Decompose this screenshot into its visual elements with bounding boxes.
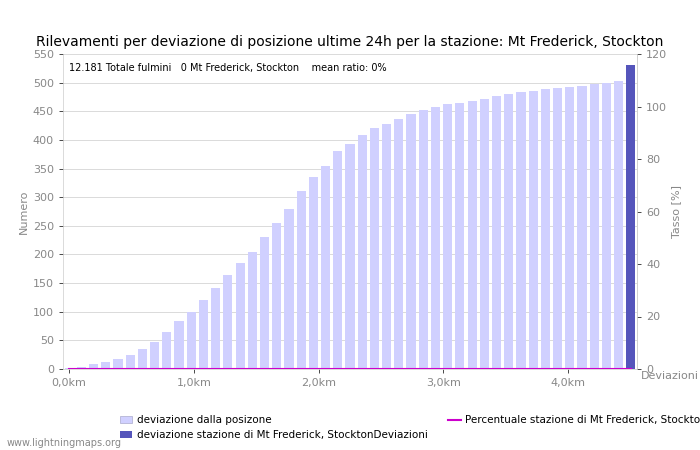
Bar: [345, 144, 355, 369]
Bar: [272, 223, 281, 369]
Bar: [419, 109, 428, 369]
Bar: [113, 359, 122, 369]
Bar: [138, 349, 147, 369]
Bar: [211, 288, 220, 369]
Bar: [174, 321, 183, 369]
Bar: [102, 361, 111, 369]
Bar: [455, 103, 465, 369]
Bar: [504, 94, 513, 369]
Bar: [321, 166, 330, 369]
Bar: [77, 367, 86, 369]
Bar: [333, 151, 342, 369]
Text: Deviazioni: Deviazioni: [640, 371, 699, 381]
Bar: [89, 364, 98, 369]
Bar: [468, 101, 477, 369]
Bar: [407, 114, 416, 369]
Bar: [492, 96, 501, 369]
Text: www.lightningmaps.org: www.lightningmaps.org: [7, 438, 122, 448]
Bar: [553, 88, 562, 369]
Bar: [297, 191, 306, 369]
Bar: [248, 252, 257, 369]
Bar: [517, 92, 526, 369]
Y-axis label: Numero: Numero: [19, 189, 29, 234]
Bar: [309, 177, 318, 369]
Bar: [150, 342, 159, 369]
Bar: [370, 128, 379, 369]
Bar: [614, 81, 623, 369]
Bar: [235, 263, 245, 369]
Bar: [626, 65, 636, 369]
Bar: [578, 86, 587, 369]
Bar: [199, 300, 208, 369]
Bar: [443, 104, 452, 369]
Bar: [187, 312, 196, 369]
Bar: [589, 84, 598, 369]
Bar: [284, 209, 293, 369]
Legend: deviazione dalla posizone, deviazione stazione di Mt Frederick, StocktonDeviazio: deviazione dalla posizone, deviazione st…: [120, 415, 700, 441]
Bar: [394, 119, 403, 369]
Y-axis label: Tasso [%]: Tasso [%]: [671, 185, 681, 238]
Bar: [431, 107, 440, 369]
Bar: [162, 332, 172, 369]
Text: 12.181 Totale fulmini   0 Mt Frederick, Stockton    mean ratio: 0%: 12.181 Totale fulmini 0 Mt Frederick, St…: [69, 63, 386, 73]
Bar: [125, 355, 134, 369]
Bar: [566, 87, 575, 369]
Bar: [358, 135, 367, 369]
Bar: [602, 83, 611, 369]
Bar: [541, 89, 550, 369]
Bar: [382, 124, 391, 369]
Title: Rilevamenti per deviazione di posizione ultime 24h per la stazione: Mt Frederick: Rilevamenti per deviazione di posizione …: [36, 35, 664, 49]
Bar: [223, 274, 232, 369]
Bar: [260, 237, 269, 369]
Bar: [528, 90, 538, 369]
Bar: [480, 99, 489, 369]
Bar: [64, 368, 74, 369]
